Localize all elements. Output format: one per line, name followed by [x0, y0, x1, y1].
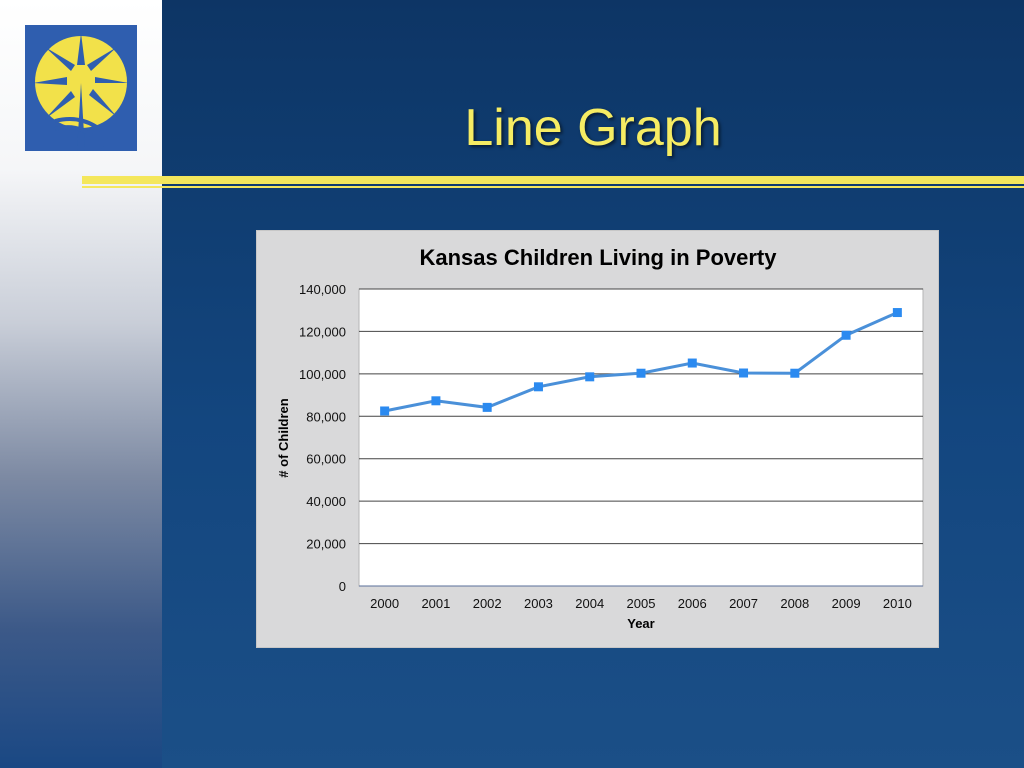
y-tick-label: 120,000 [299, 324, 346, 339]
x-axis-title: Year [627, 616, 654, 631]
data-point-marker [431, 396, 441, 406]
data-point-marker [585, 372, 595, 382]
slide-title: Line Graph [464, 99, 722, 157]
x-tick-label: 2009 [832, 596, 861, 611]
sunburst-star-logo-icon [25, 25, 137, 151]
chart-container: Kansas Children Living in Poverty 0 20,00… [256, 230, 939, 648]
y-tick-label: 40,000 [306, 494, 346, 509]
x-axis-ticks: 2000 2001 2002 2003 2004 2005 2006 2007 2008 2009… [370, 596, 912, 611]
chart-title: Kansas Children Living in Poverty [420, 245, 778, 270]
data-point-marker [841, 330, 851, 340]
y-tick-label: 100,000 [299, 367, 346, 382]
x-tick-label: 2004 [575, 596, 604, 611]
data-point-marker [636, 368, 646, 378]
data-point-marker [739, 368, 749, 378]
data-point-marker [790, 368, 800, 378]
data-points [380, 308, 902, 416]
x-tick-label: 2000 [370, 596, 399, 611]
data-point-marker [533, 382, 543, 392]
y-tick-label: 60,000 [306, 452, 346, 467]
x-tick-label: 2001 [421, 596, 450, 611]
data-point-marker [380, 406, 390, 416]
y-tick-label: 0 [339, 579, 346, 594]
line-chart: Kansas Children Living in Poverty 0 20,00… [276, 245, 924, 631]
y-axis-title: # of Children [276, 398, 291, 478]
plot-area [358, 288, 924, 587]
title-underline-thin [82, 186, 1024, 188]
x-tick-label: 2008 [780, 596, 809, 611]
x-tick-label: 2010 [883, 596, 912, 611]
title-underline-thick [82, 176, 1024, 184]
x-tick-label: 2002 [473, 596, 502, 611]
y-tick-label: 140,000 [299, 282, 346, 297]
data-point-marker [482, 402, 492, 412]
x-tick-label: 2007 [729, 596, 758, 611]
x-tick-label: 2003 [524, 596, 553, 611]
y-axis-ticks: 0 20,000 40,000 60,000 80,000 100,000 120,000 1… [299, 282, 346, 594]
y-tick-label: 80,000 [306, 409, 346, 424]
y-tick-label: 20,000 [306, 537, 346, 552]
x-tick-label: 2006 [678, 596, 707, 611]
x-tick-label: 2005 [627, 596, 656, 611]
data-point-marker [892, 308, 902, 318]
data-point-marker [687, 358, 697, 368]
